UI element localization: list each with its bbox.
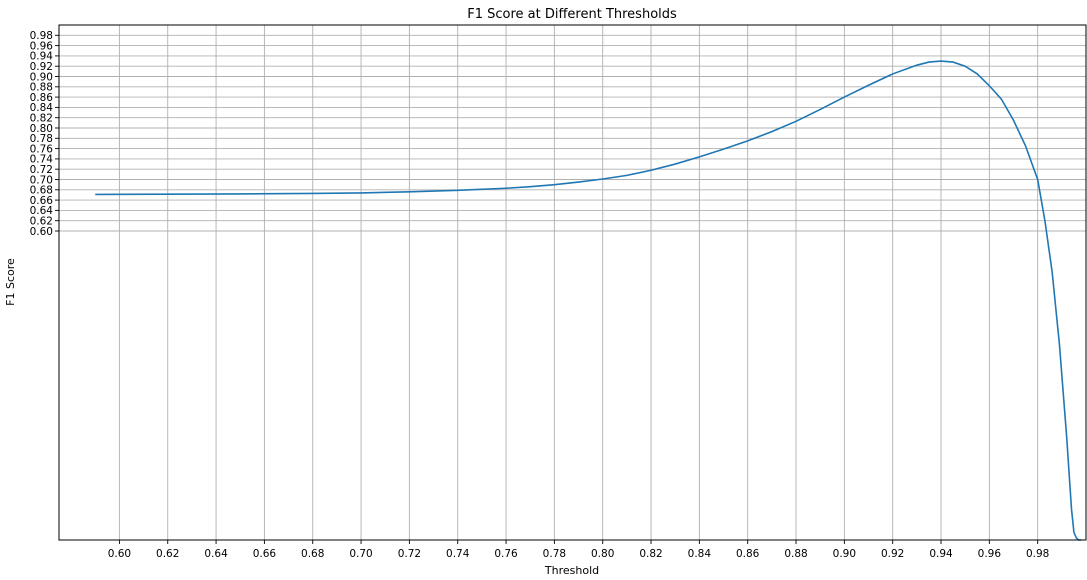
y-tick-label: 0.84	[30, 102, 54, 114]
y-tick-label: 0.66	[30, 195, 54, 207]
x-tick-label: 0.68	[301, 548, 324, 560]
x-axis-label: Threshold	[544, 564, 599, 577]
x-tick-label: 0.82	[639, 548, 662, 560]
x-tick-label: 0.70	[349, 548, 372, 560]
y-tick-label: 0.60	[30, 226, 53, 238]
y-tick-label: 0.88	[30, 82, 53, 94]
y-tick-label: 0.68	[30, 185, 53, 197]
x-tick-label: 0.72	[398, 548, 421, 560]
x-tick-label: 0.60	[108, 548, 131, 560]
x-tick-label: 0.92	[881, 548, 904, 560]
x-tick-label: 0.74	[446, 548, 470, 560]
y-tick-label: 0.90	[30, 71, 53, 83]
y-tick-label: 0.92	[30, 61, 53, 73]
x-tick-label: 0.84	[688, 548, 712, 560]
y-axis-label: F1 Score	[4, 258, 17, 306]
y-tick-label: 0.80	[30, 123, 53, 135]
x-tick-label: 0.80	[591, 548, 614, 560]
x-tick-label: 0.94	[929, 548, 953, 560]
y-tick-label: 0.76	[30, 143, 54, 155]
y-tick-label: 0.86	[30, 92, 54, 104]
y-tick-label: 0.82	[30, 113, 53, 125]
y-axis-ticks: 0.600.620.640.660.680.700.720.740.760.78…	[30, 30, 59, 238]
series-line	[95, 60, 1082, 541]
y-tick-label: 0.64	[30, 205, 54, 217]
y-tick-label: 0.74	[30, 154, 54, 166]
y-tick-label: 0.62	[30, 216, 53, 228]
chart-title: F1 Score at Different Thresholds	[467, 7, 677, 22]
plot-frame	[58, 24, 1087, 541]
x-tick-label: 0.76	[494, 548, 518, 560]
x-tick-label: 0.96	[978, 548, 1002, 560]
y-tick-label: 0.98	[30, 30, 53, 42]
x-tick-label: 0.98	[1026, 548, 1049, 560]
y-tick-label: 0.78	[30, 133, 53, 145]
y-tick-label: 0.72	[30, 164, 53, 176]
x-tick-label: 0.64	[204, 548, 228, 560]
x-tick-label: 0.66	[253, 548, 277, 560]
x-axis-ticks: 0.60 0.62 0.64 0.66 0.68 0.70 0.72 0.74 0.76 0.78…	[108, 540, 1049, 560]
y-tick-label: 0.96	[30, 40, 54, 52]
x-tick-label: 0.90	[833, 548, 856, 560]
y-tick-label: 0.70	[30, 174, 53, 186]
x-tick-label: 0.62	[156, 548, 179, 560]
y-tick-label: 0.94	[30, 51, 54, 63]
x-tick-label: 0.86	[736, 548, 760, 560]
grid	[59, 25, 1086, 540]
x-tick-label: 0.88	[784, 548, 807, 560]
x-tick-label: 0.78	[543, 548, 566, 560]
